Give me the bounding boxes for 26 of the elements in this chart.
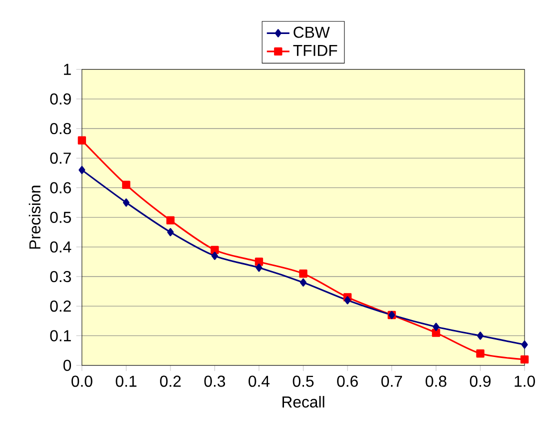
x-tick-label: 0.4 — [248, 376, 270, 387]
y-tick-label: 0.4 — [50, 241, 72, 252]
y-tick-label: 0.1 — [50, 330, 71, 342]
y-tick-label: 0 — [63, 360, 72, 371]
y-tick-label: 0.6 — [50, 182, 71, 194]
legend-label: CBW — [294, 26, 330, 38]
x-tick-label: 0.0 — [72, 376, 92, 387]
x-tick-label: 0.9 — [470, 376, 491, 387]
x-tick-label: 1.0 — [514, 376, 535, 387]
y-tick-label: 0.9 — [50, 93, 71, 105]
x-tick-label: 0.5 — [292, 376, 314, 387]
y-tick-label: 0.2 — [50, 300, 71, 312]
x-tick-label: 0.2 — [160, 376, 181, 387]
x-axis-title: Recall — [282, 396, 324, 408]
y-tick-label: 0.7 — [50, 152, 71, 164]
x-tick-label: 0.3 — [204, 376, 226, 387]
x-tick-label: 0.7 — [381, 376, 402, 387]
y-tick-label: 1 — [64, 64, 71, 75]
y-axis-title: Precision — [28, 186, 40, 249]
x-tick-label: 0.8 — [426, 376, 446, 387]
y-tick-label: 0.8 — [50, 122, 71, 134]
y-tick-label: 0.3 — [50, 270, 71, 282]
legend-label: TFIDF — [293, 44, 338, 56]
x-tick-label: 0.1 — [116, 376, 136, 387]
y-tick-label: 0.5 — [50, 212, 71, 223]
x-tick-label: 0.6 — [337, 376, 358, 387]
